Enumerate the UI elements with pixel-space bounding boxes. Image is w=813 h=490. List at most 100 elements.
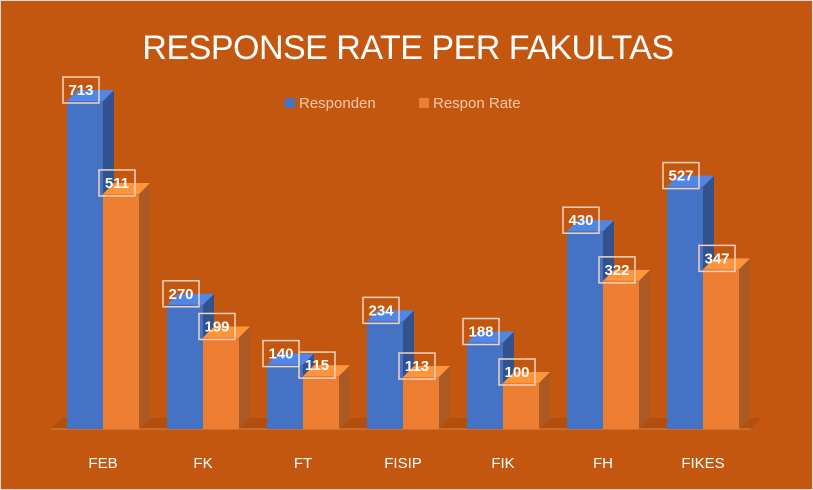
data-label-box [698, 244, 736, 273]
bar-fikes-1 [703, 258, 750, 429]
bar-front [203, 337, 239, 429]
chart-title: RESPONSE RATE PER FAKULTAS [142, 29, 673, 67]
category-tick-fik: FIK [491, 455, 514, 472]
bar-ft-1 [303, 365, 350, 429]
bar-fk-1 [203, 326, 250, 429]
data-label-text: 100 [504, 364, 529, 381]
bar-top [403, 366, 450, 378]
data-label-fik-1: 100 [498, 358, 536, 386]
data-label-text: 527 [668, 168, 693, 185]
data-label-box [462, 317, 500, 346]
data-label-text: 115 [305, 357, 329, 374]
bar-fisip-1 [403, 366, 450, 429]
data-label-text: 347 [704, 250, 729, 267]
data-label-fh-0: 430 [562, 206, 600, 234]
bar-side [639, 269, 650, 429]
data-label-text: 140 [268, 346, 293, 363]
bar-feb-1 [103, 182, 150, 429]
data-label-box [298, 351, 336, 379]
data-label-fk-1: 199 [198, 312, 236, 341]
category-tick-fh: FH [593, 455, 613, 472]
bar-front [567, 231, 603, 429]
bar-top [103, 182, 150, 194]
bar-top [467, 331, 514, 343]
category-tick-feb: FEB [88, 455, 117, 472]
data-label-text: 113 [405, 358, 429, 375]
data-label-text: 199 [204, 318, 229, 335]
bar-side [539, 372, 550, 429]
bar-front [367, 321, 403, 429]
bar-front [503, 383, 539, 429]
bar-fh-1 [603, 269, 650, 429]
bar-top [367, 310, 414, 322]
bar-front [67, 101, 103, 430]
bar-top [203, 326, 250, 338]
data-labels-layer: 713 511 270 199 140 115 234 113 188 100 430 322 527 3… [62, 76, 736, 386]
bar-top [667, 175, 714, 187]
data-label-fik-0: 188 [462, 317, 500, 346]
bar-front [167, 304, 203, 429]
bar-top [167, 293, 214, 305]
data-label-fh-1: 322 [598, 256, 636, 284]
data-label-box [598, 256, 636, 284]
bar-front [403, 377, 439, 429]
category-axis: FEB FK FT FISIP FIK FH FIKES [88, 455, 724, 472]
bar-front [667, 186, 703, 429]
category-tick-fk: FK [193, 455, 212, 472]
data-label-fisip-0: 234 [362, 296, 400, 325]
data-label-box [62, 76, 100, 104]
data-label-text: 322 [604, 262, 629, 279]
bar-side [139, 182, 150, 429]
bar-front [103, 193, 139, 429]
data-label-box [162, 280, 200, 308]
bar-side [239, 326, 250, 429]
data-label-fikes-1: 347 [698, 244, 736, 273]
bar-top [67, 90, 114, 102]
legend-swatch-0 [285, 98, 295, 108]
legend-label-1: Respon Rate [433, 95, 521, 112]
bar-fisip-0 [367, 310, 414, 429]
data-label-feb-0: 713 [62, 76, 100, 104]
bar-front [267, 364, 303, 429]
bar-front [703, 269, 739, 429]
data-label-fikes-0: 527 [662, 161, 700, 190]
bar-fik-1 [503, 372, 550, 429]
data-label-box [362, 296, 400, 325]
bar-fk-0 [167, 293, 214, 429]
data-label-box [562, 206, 600, 234]
data-label-box [662, 161, 700, 190]
data-label-text: 713 [68, 82, 93, 99]
category-tick-fikes: FIKES [681, 455, 724, 472]
data-label-fisip-1: 113 [398, 352, 436, 380]
data-label-box [398, 352, 436, 380]
data-label-ft-1: 115 [298, 351, 336, 379]
data-label-text: 511 [105, 175, 129, 192]
data-label-feb-1: 511 [98, 169, 136, 197]
data-label-text: 270 [168, 286, 193, 303]
bar-top [303, 365, 350, 377]
legend-label-0: Responden [299, 95, 376, 112]
bar-top [567, 220, 614, 232]
data-label-text: 234 [368, 302, 394, 319]
bar-side [739, 258, 750, 429]
data-label-box [198, 312, 236, 341]
bars-layer [67, 90, 750, 430]
bar-top [267, 353, 314, 365]
bar-top [603, 269, 650, 281]
legend-swatch-1 [419, 98, 429, 108]
chart-legend: Responden Respon Rate [285, 95, 521, 112]
bar-front [467, 342, 503, 429]
bar-top [703, 258, 750, 270]
bar-side [339, 365, 350, 429]
bar-front [303, 376, 339, 429]
category-tick-ft: FT [294, 455, 312, 472]
data-label-text: 430 [568, 212, 593, 229]
bar-top [503, 372, 550, 383]
bar-front [603, 280, 639, 429]
data-label-box [498, 358, 536, 386]
data-label-box [98, 169, 136, 197]
data-label-text: 188 [468, 324, 493, 341]
bar-side [439, 366, 450, 429]
